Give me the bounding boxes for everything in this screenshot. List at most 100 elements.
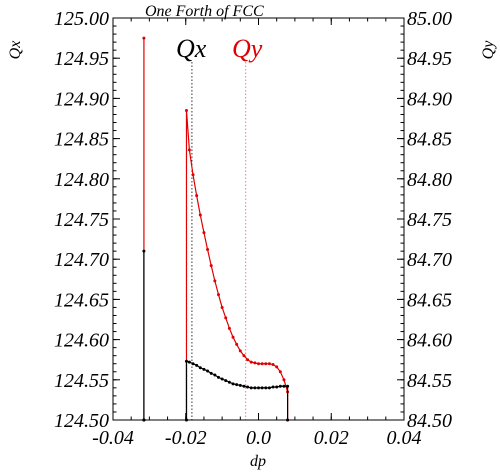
- data-point-qx: [278, 384, 282, 388]
- data-point-qy: [216, 293, 220, 297]
- data-point-qx: [242, 384, 246, 388]
- data-point-qx: [184, 359, 188, 363]
- data-point-qy: [235, 342, 239, 346]
- tick-marks: [112, 17, 405, 421]
- data-point-qx: [195, 363, 199, 367]
- data-point-qy: [231, 335, 235, 339]
- data-point-qy: [282, 378, 286, 382]
- data-point-qy: [238, 349, 242, 353]
- data-point-qx: [267, 386, 271, 390]
- series-qx: [142, 249, 290, 422]
- data-point-qy: [260, 362, 264, 366]
- y-tick-label-right: 84.90: [407, 88, 452, 110]
- data-point-qx: [260, 386, 264, 390]
- data-point-qx: [220, 377, 224, 381]
- data-point-qy: [206, 248, 210, 252]
- y-tick-label-right: 84.80: [407, 169, 452, 191]
- data-point-qy: [142, 36, 146, 40]
- data-point-qx: [246, 385, 250, 389]
- x-tick-label: -0.02: [165, 427, 207, 449]
- y-axis-title-right: Qy: [480, 40, 497, 60]
- y-tick-label-right: 84.65: [407, 289, 452, 311]
- y-tick-label-left: 124.95: [54, 48, 109, 70]
- data-point-qy: [184, 108, 188, 112]
- data-point-qx: [257, 386, 260, 390]
- data-point-qy: [187, 148, 191, 152]
- data-point-qx: [142, 249, 146, 253]
- data-point-qy: [267, 362, 271, 366]
- y-tick-label-left: 124.60: [54, 330, 109, 352]
- y-tick-label-left: 124.50: [54, 410, 109, 432]
- data-point-qy: [264, 362, 268, 366]
- data-point-qx: [224, 379, 228, 383]
- y-tick-label-left: 124.85: [54, 129, 109, 151]
- data-point-qx: [198, 366, 202, 370]
- x-axis-title: dp: [250, 453, 266, 470]
- y-tick-label-right: 85.00: [407, 8, 452, 30]
- series-line-qx: [143, 251, 289, 420]
- y-tick-label-left: 124.80: [54, 169, 109, 191]
- data-point-qx: [187, 360, 191, 364]
- data-point-qx: [191, 362, 195, 366]
- data-point-qy: [227, 326, 231, 330]
- y-tick-label-left: 124.70: [54, 249, 109, 271]
- y-tick-label-left: 125.00: [54, 8, 109, 30]
- data-point-qy: [249, 360, 253, 364]
- series-layer: [142, 36, 290, 422]
- data-point-qx: [271, 385, 275, 389]
- data-point-qx: [216, 375, 220, 379]
- data-point-qy: [253, 361, 257, 365]
- series-qy: [142, 36, 290, 422]
- x-tick-label: 0.0: [246, 427, 271, 449]
- y-tick-label-right: 84.55: [407, 370, 452, 392]
- x-tick-label: 0.04: [387, 427, 422, 449]
- data-point-qy: [224, 316, 228, 320]
- data-point-qx: [231, 382, 235, 386]
- data-point-qy: [202, 231, 206, 235]
- x-tick-label: 0.02: [314, 427, 349, 449]
- data-point-qy: [275, 365, 279, 369]
- data-point-qy: [195, 194, 199, 198]
- data-point-qx: [213, 373, 217, 377]
- data-point-qy: [278, 370, 282, 374]
- y-tick-label-left: 124.75: [54, 209, 109, 231]
- data-point-qy: [246, 358, 250, 362]
- data-point-qx: [282, 384, 286, 388]
- y-tick-label-left: 124.65: [54, 289, 109, 311]
- data-point-qy: [191, 173, 195, 177]
- data-point-qx: [206, 369, 210, 373]
- x-tick-label: -0.04: [92, 427, 134, 449]
- y-tick-label-right: 84.70: [407, 249, 452, 271]
- series-label-qx: Qx: [176, 34, 207, 63]
- tick-labels: -0.04 -0.02 0.0 0.02 0.04 124.50 124.55 124.60 1…: [54, 8, 452, 449]
- y-tick-label-right: 84.85: [407, 129, 452, 151]
- y-tick-label-right: 84.60: [407, 330, 452, 352]
- data-point-qy: [198, 213, 202, 217]
- data-point-qx: [202, 367, 206, 371]
- series-label-qy: Qy: [232, 34, 263, 63]
- data-point-qx: [227, 380, 231, 384]
- data-point-qx: [253, 386, 257, 390]
- data-point-qy: [257, 362, 260, 366]
- data-point-qy: [271, 363, 275, 367]
- y-tick-label-right: 84.75: [407, 209, 452, 231]
- data-point-qx: [209, 371, 213, 375]
- data-point-qx: [264, 386, 268, 390]
- data-point-qx: [275, 385, 279, 389]
- data-point-qx: [238, 383, 242, 387]
- reference-lines: [191, 62, 247, 420]
- data-point-qy: [220, 305, 224, 309]
- data-point-qy: [209, 264, 213, 268]
- data-point-qy: [213, 279, 217, 283]
- data-point-qy: [242, 354, 246, 358]
- y-tick-label-right: 84.50: [407, 410, 452, 432]
- y-tick-label-left: 124.90: [54, 88, 109, 110]
- data-point-qx: [249, 386, 253, 390]
- chart-title: One Forth of FCC: [145, 3, 264, 20]
- data-point-qx: [286, 384, 290, 388]
- data-point-qx: [235, 383, 239, 387]
- y-tick-label-left: 124.55: [54, 370, 109, 392]
- y-tick-label-right: 84.95: [407, 48, 452, 70]
- plot-frame: [112, 17, 405, 421]
